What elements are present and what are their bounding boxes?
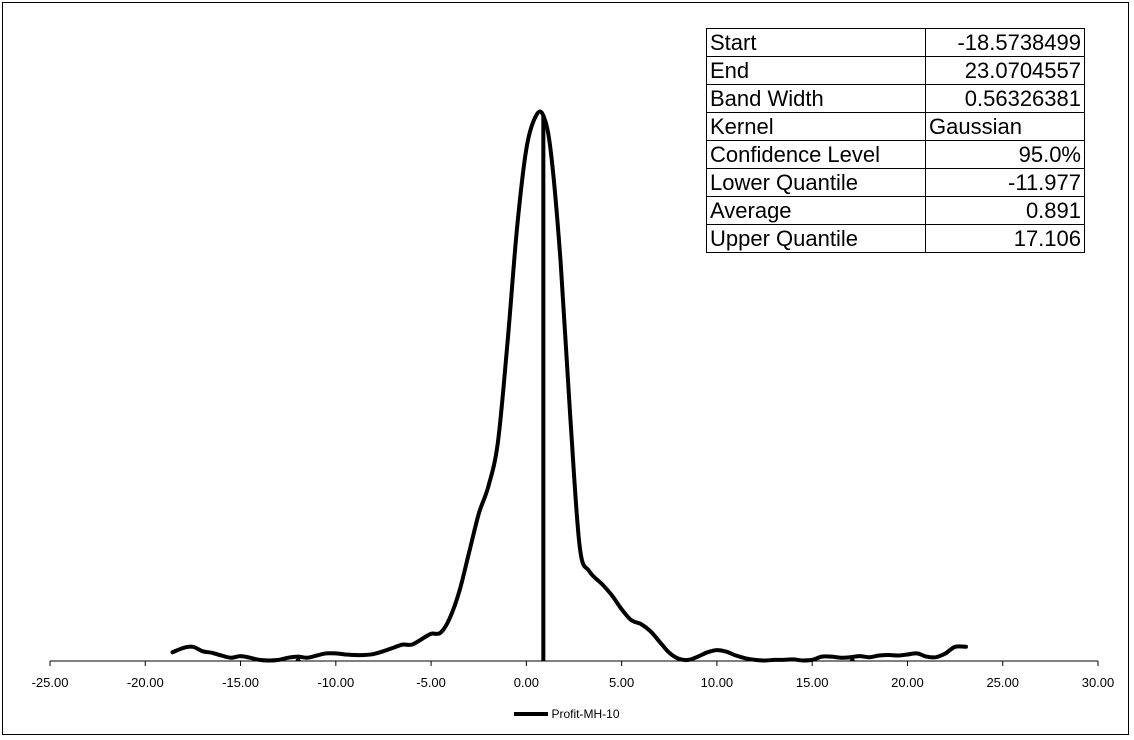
stats-label: Kernel	[706, 112, 926, 141]
stats-value: 23.0704557	[925, 56, 1085, 85]
x-tick-label: -5.00	[416, 675, 446, 690]
stats-label: Confidence Level	[706, 140, 926, 169]
stats-value: 95.0%	[925, 140, 1085, 169]
stats-label: End	[706, 56, 926, 85]
x-axis: -25.00 -20.00 -15.00 -10.00 -5.00 0.00 5.00 10.…	[32, 660, 1115, 690]
stats-value: -11.977	[925, 168, 1085, 197]
stats-label: Start	[706, 28, 926, 57]
stats-value: 0.56326381	[925, 84, 1085, 113]
statistics-table: Start -18.5738499 End 23.0704557 Band Width 0…	[706, 28, 1085, 253]
x-tick-label: 30.00	[1082, 675, 1115, 690]
stats-row: Average 0.891	[706, 196, 1085, 225]
x-tick-label: 5.00	[609, 675, 634, 690]
x-tick-label: 15.00	[796, 675, 829, 690]
x-tick-label: 20.00	[891, 675, 924, 690]
legend-label: Profit-MH-10	[551, 706, 620, 721]
stats-label: Lower Quantile	[706, 168, 926, 197]
legend-swatch-line	[514, 711, 549, 716]
x-tick-label: -20.00	[127, 675, 164, 690]
x-tick-label: 25.00	[986, 675, 1019, 690]
legend: Profit-MH-10	[0, 706, 1134, 721]
x-tick-label: -25.00	[32, 675, 69, 690]
stats-value: Gaussian	[925, 112, 1085, 141]
stats-label: Average	[706, 196, 926, 225]
stats-value: -18.5738499	[925, 28, 1085, 57]
stats-row: Start -18.5738499	[706, 28, 1085, 57]
stats-row: Band Width 0.56326381	[706, 84, 1085, 113]
stats-row: Lower Quantile -11.977	[706, 168, 1085, 197]
x-tick-label: 10.00	[701, 675, 734, 690]
stats-row: Kernel Gaussian	[706, 112, 1085, 141]
stats-value: 17.106	[925, 224, 1085, 253]
stats-label: Upper Quantile	[706, 224, 926, 253]
stats-row: Confidence Level 95.0%	[706, 140, 1085, 169]
series-layer	[170, 109, 968, 663]
stats-value: 0.891	[925, 196, 1085, 225]
x-tick-label: 0.00	[514, 675, 539, 690]
stats-label: Band Width	[706, 84, 926, 113]
density-curve-line	[170, 109, 968, 663]
x-tick-label: -15.00	[222, 675, 259, 690]
stats-row: End 23.0704557	[706, 56, 1085, 85]
x-tick-label: -10.00	[317, 675, 354, 690]
stats-row: Upper Quantile 17.106	[706, 224, 1085, 253]
